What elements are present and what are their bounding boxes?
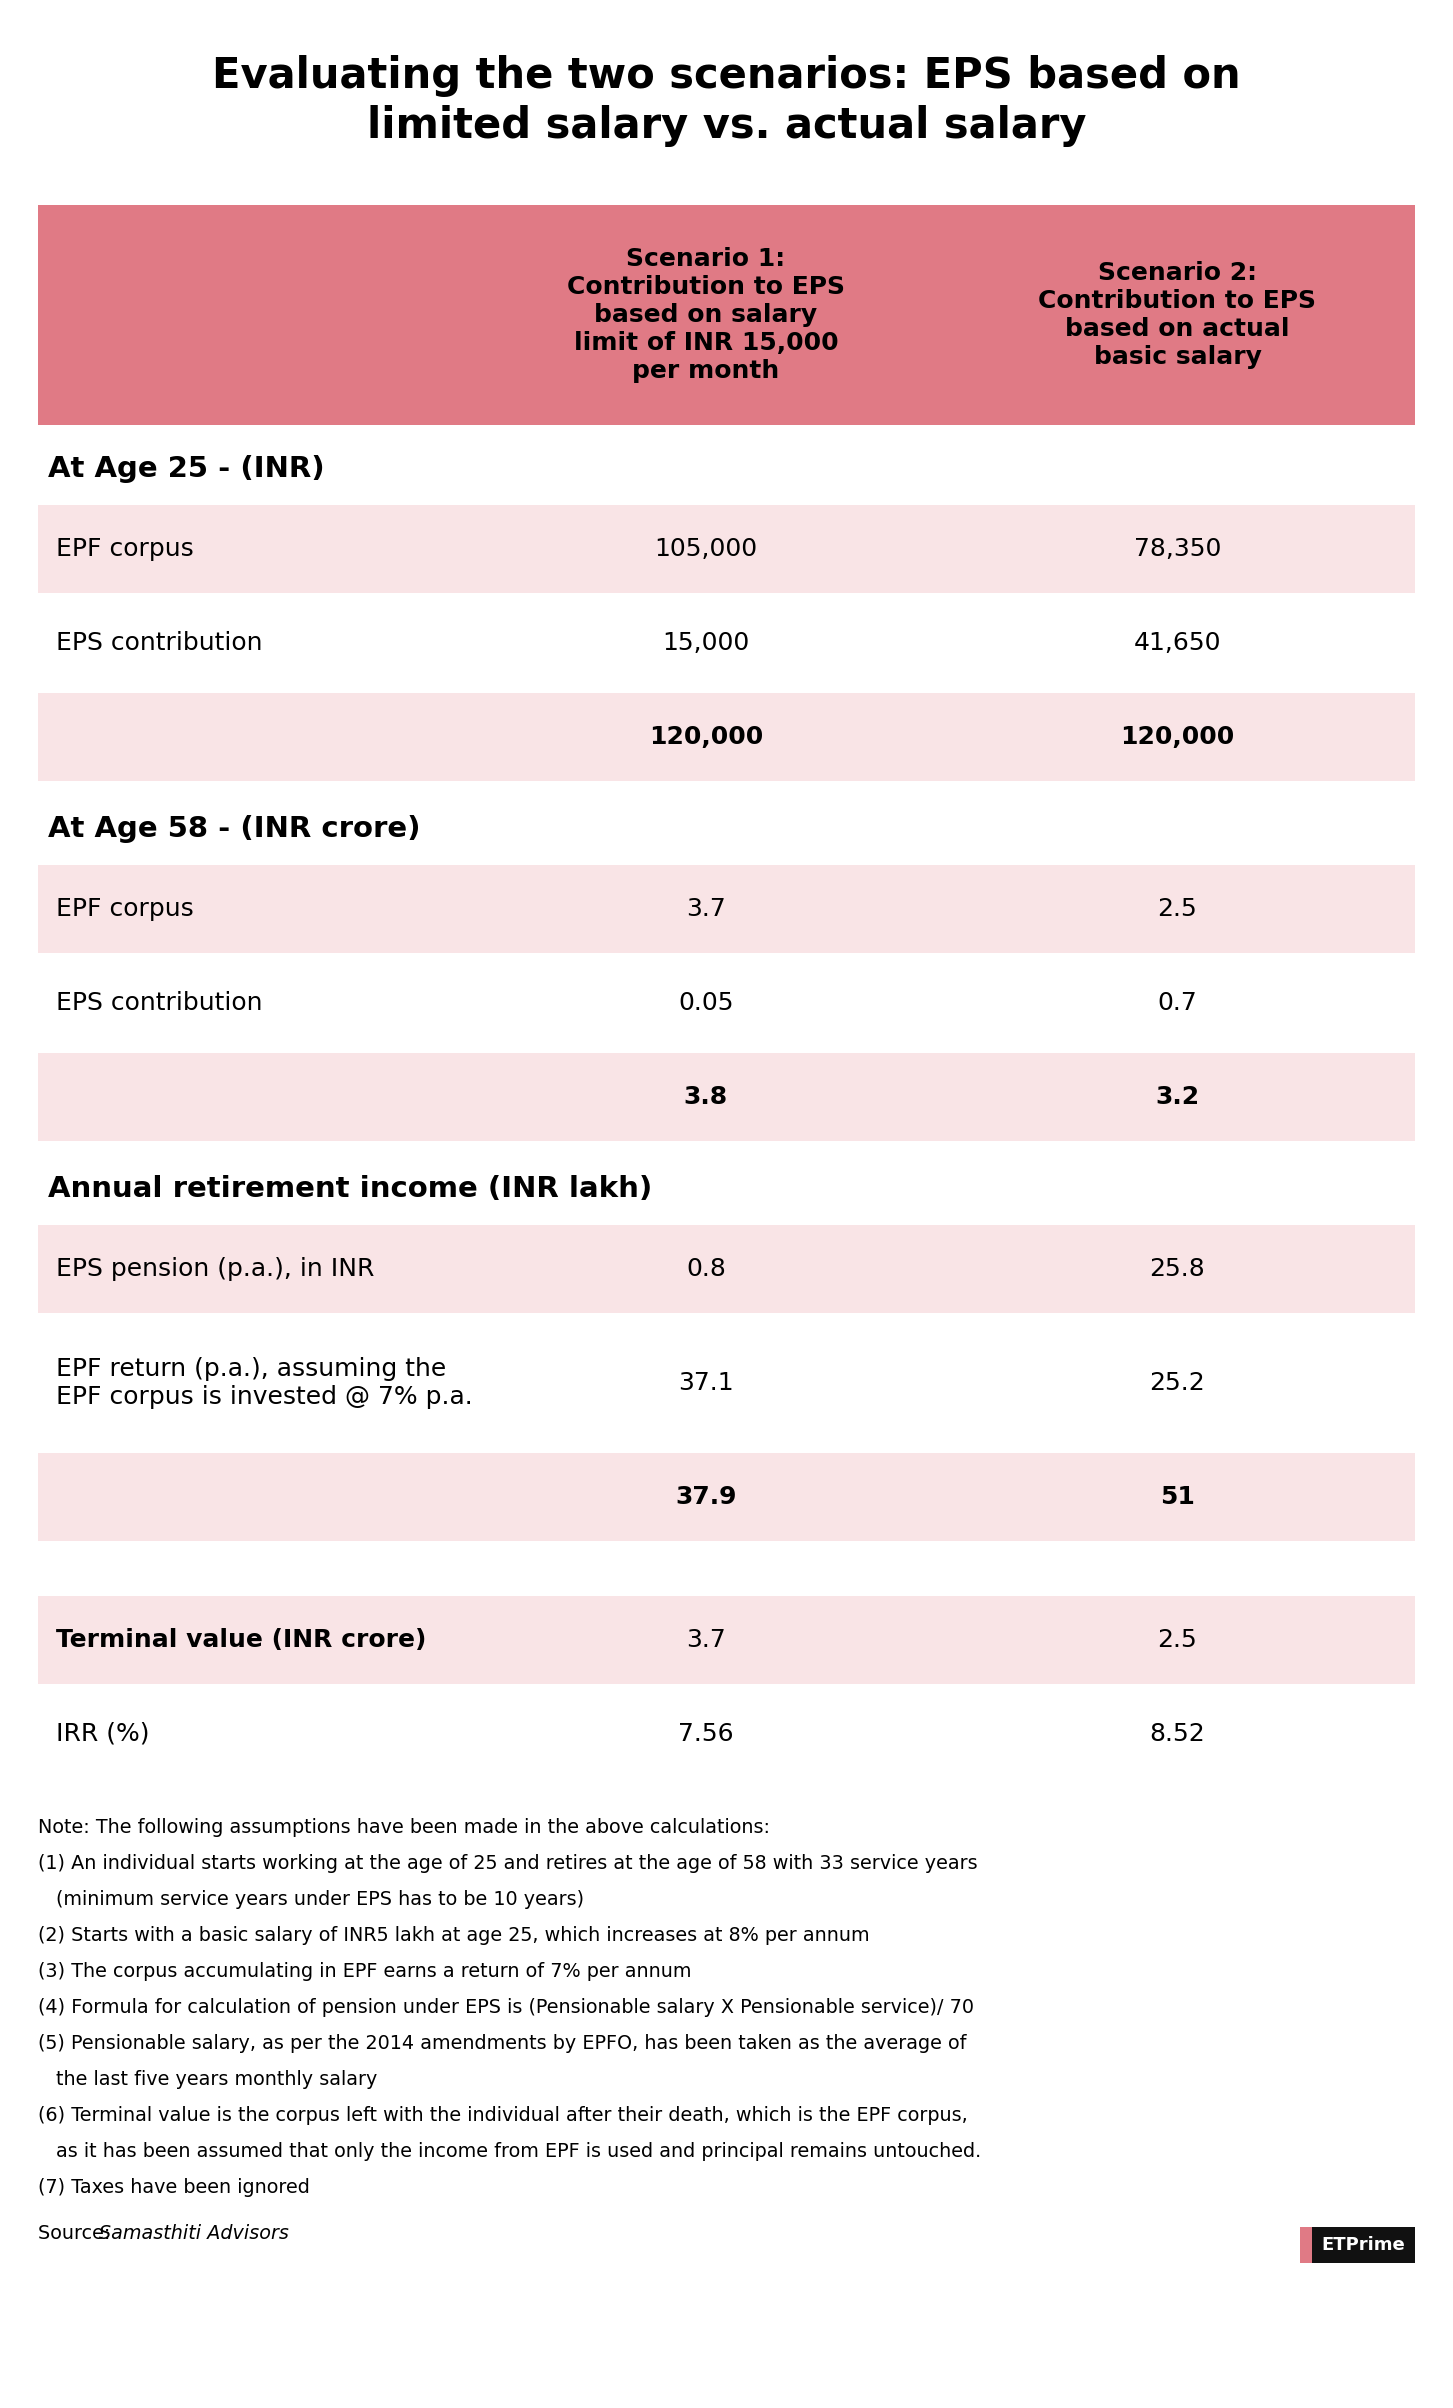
Text: 0.05: 0.05 <box>679 992 734 1016</box>
Bar <box>38 1047 1415 1052</box>
Text: ETPrime: ETPrime <box>1322 2237 1405 2254</box>
Text: Source:: Source: <box>38 2225 116 2242</box>
Text: EPF corpus: EPF corpus <box>57 537 193 561</box>
Text: (4) Formula for calculation of pension under EPS is (Pensionable salary X Pensio: (4) Formula for calculation of pension u… <box>38 1999 974 2018</box>
Text: the last five years monthly salary: the last five years monthly salary <box>57 2071 378 2090</box>
Text: 51: 51 <box>1159 1486 1194 1510</box>
Text: Scenario 1:
Contribution to EPS
based on salary
limit of INR 15,000
per month: Scenario 1: Contribution to EPS based on… <box>567 248 844 383</box>
Text: IRR (%): IRR (%) <box>57 1722 150 1746</box>
Text: Evaluating the two scenarios: EPS based on: Evaluating the two scenarios: EPS based … <box>212 55 1241 96</box>
Bar <box>38 864 1415 954</box>
Bar <box>38 1452 1415 1541</box>
Bar <box>38 1312 1415 1320</box>
Text: 3.7: 3.7 <box>686 898 725 920</box>
Text: (7) Taxes have been ignored: (7) Taxes have been ignored <box>38 2177 309 2196</box>
Text: 37.1: 37.1 <box>679 1370 734 1394</box>
Text: 120,000: 120,000 <box>648 725 763 749</box>
Text: Note: The following assumptions have been made in the above calculations:: Note: The following assumptions have bee… <box>38 1818 770 1837</box>
Bar <box>38 1447 1415 1452</box>
Text: EPF return (p.a.), assuming the
EPF corpus is invested @ 7% p.a.: EPF return (p.a.), assuming the EPF corp… <box>57 1358 472 1409</box>
Text: limited salary vs. actual salary: limited salary vs. actual salary <box>366 106 1087 147</box>
Text: Scenario 2:
Contribution to EPS
based on actual
basic salary: Scenario 2: Contribution to EPS based on… <box>1039 262 1316 368</box>
Text: EPS pension (p.a.), in INR: EPS pension (p.a.), in INR <box>57 1257 375 1281</box>
Text: (3) The corpus accumulating in EPF earns a return of 7% per annum: (3) The corpus accumulating in EPF earns… <box>38 1963 692 1982</box>
Bar <box>38 205 1415 424</box>
Text: 2.5: 2.5 <box>1158 1628 1197 1652</box>
Text: 0.7: 0.7 <box>1158 992 1197 1016</box>
Text: EPF corpus: EPF corpus <box>57 898 193 920</box>
Bar <box>38 592 1415 600</box>
Text: 120,000: 120,000 <box>1120 725 1235 749</box>
Text: as it has been assumed that only the income from EPF is used and principal remai: as it has been assumed that only the inc… <box>57 2143 981 2160</box>
Bar <box>38 694 1415 780</box>
Text: (minimum service years under EPS has to be 10 years): (minimum service years under EPS has to … <box>57 1890 584 1910</box>
Text: 3.8: 3.8 <box>684 1086 728 1110</box>
Text: Annual retirement income (INR lakh): Annual retirement income (INR lakh) <box>48 1175 652 1204</box>
Bar <box>38 1690 1415 1777</box>
Bar <box>1300 2227 1312 2264</box>
Text: 37.9: 37.9 <box>676 1486 737 1510</box>
Bar <box>38 1320 1415 1447</box>
Bar <box>38 958 1415 1047</box>
Text: 15,000: 15,000 <box>663 631 750 655</box>
Text: EPS contribution: EPS contribution <box>57 992 263 1016</box>
Text: 7.56: 7.56 <box>679 1722 734 1746</box>
Text: EPS contribution: EPS contribution <box>57 631 263 655</box>
Text: 3.2: 3.2 <box>1155 1086 1200 1110</box>
Bar <box>38 1052 1415 1141</box>
Text: 3.7: 3.7 <box>686 1628 725 1652</box>
Text: 2.5: 2.5 <box>1158 898 1197 920</box>
Bar <box>1312 2227 1415 2264</box>
Text: 41,650: 41,650 <box>1133 631 1221 655</box>
Text: (5) Pensionable salary, as per the 2014 amendments by EPFO, has been taken as th: (5) Pensionable salary, as per the 2014 … <box>38 2035 966 2054</box>
Text: At Age 25 - (INR): At Age 25 - (INR) <box>48 455 324 484</box>
Bar <box>38 1597 1415 1683</box>
Text: 105,000: 105,000 <box>654 537 757 561</box>
Bar <box>38 1226 1415 1312</box>
Text: Terminal value (INR crore): Terminal value (INR crore) <box>57 1628 426 1652</box>
Bar <box>38 506 1415 592</box>
Text: 78,350: 78,350 <box>1133 537 1221 561</box>
Text: Samasthiti Advisors: Samasthiti Advisors <box>99 2225 289 2242</box>
Text: 25.2: 25.2 <box>1149 1370 1206 1394</box>
Text: (6) Terminal value is the corpus left with the individual after their death, whi: (6) Terminal value is the corpus left wi… <box>38 2107 968 2124</box>
Bar <box>38 686 1415 694</box>
Text: 8.52: 8.52 <box>1149 1722 1206 1746</box>
Bar <box>38 600 1415 686</box>
Text: 25.8: 25.8 <box>1149 1257 1206 1281</box>
Bar <box>38 954 1415 958</box>
Text: (1) An individual starts working at the age of 25 and retires at the age of 58 w: (1) An individual starts working at the … <box>38 1854 978 1873</box>
Text: 0.8: 0.8 <box>686 1257 726 1281</box>
Text: (2) Starts with a basic salary of INR5 lakh at age 25, which increases at 8% per: (2) Starts with a basic salary of INR5 l… <box>38 1926 870 1946</box>
Text: At Age 58 - (INR crore): At Age 58 - (INR crore) <box>48 814 420 843</box>
